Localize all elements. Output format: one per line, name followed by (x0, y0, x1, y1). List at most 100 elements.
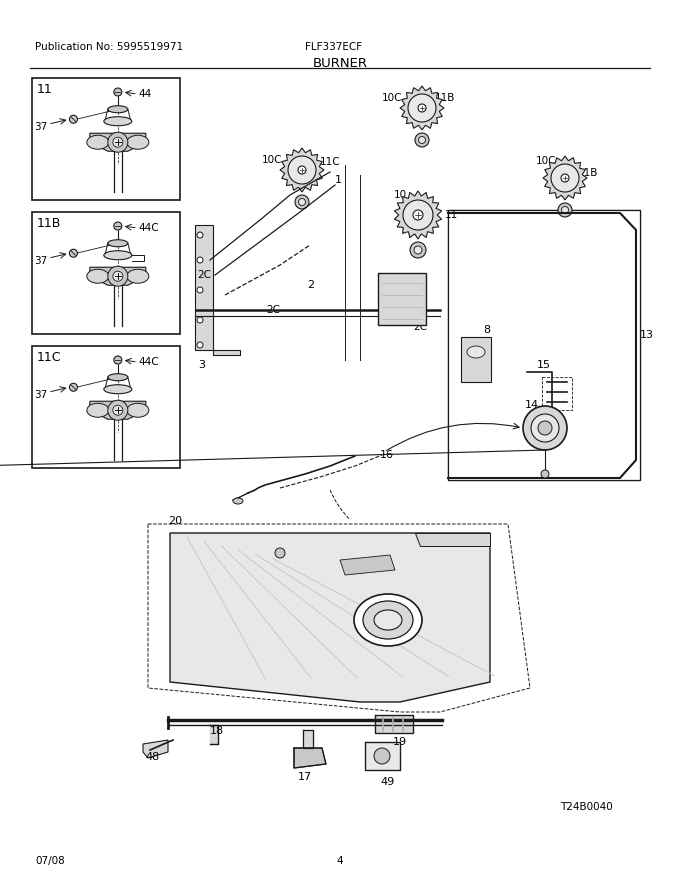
Polygon shape (400, 86, 444, 130)
Circle shape (69, 249, 78, 257)
Polygon shape (143, 740, 168, 758)
Text: 10: 10 (394, 190, 407, 200)
Circle shape (108, 267, 128, 286)
Ellipse shape (467, 346, 485, 358)
Bar (378, 273, 426, 325)
Circle shape (374, 748, 390, 764)
Circle shape (69, 383, 78, 392)
Ellipse shape (104, 117, 132, 126)
Text: 44C: 44C (139, 357, 160, 367)
Bar (32, 212, 180, 334)
Circle shape (197, 257, 203, 263)
Circle shape (410, 242, 426, 258)
Polygon shape (365, 742, 400, 770)
Circle shape (558, 203, 572, 217)
Polygon shape (170, 533, 490, 702)
Ellipse shape (108, 374, 128, 381)
Circle shape (561, 174, 569, 182)
Circle shape (413, 210, 423, 220)
Ellipse shape (374, 610, 402, 630)
Text: 19: 19 (393, 737, 407, 747)
Bar (32, 346, 180, 468)
Circle shape (551, 164, 579, 192)
Circle shape (541, 470, 549, 478)
Polygon shape (394, 191, 441, 239)
Circle shape (523, 406, 567, 450)
Text: 18: 18 (210, 726, 224, 736)
Circle shape (197, 232, 203, 238)
Circle shape (275, 548, 285, 558)
Circle shape (531, 414, 559, 442)
Circle shape (113, 137, 123, 147)
Polygon shape (280, 148, 324, 192)
Text: 21: 21 (378, 602, 392, 612)
Text: 37: 37 (34, 256, 47, 267)
Ellipse shape (127, 403, 149, 417)
Text: 49: 49 (380, 777, 394, 787)
Polygon shape (340, 555, 395, 575)
Circle shape (114, 222, 122, 230)
Text: 37: 37 (34, 122, 47, 132)
Circle shape (403, 200, 433, 230)
Circle shape (108, 400, 128, 421)
Text: BURNER: BURNER (313, 57, 367, 70)
Ellipse shape (108, 106, 128, 113)
Ellipse shape (233, 498, 243, 504)
Bar (461, 337, 491, 382)
Circle shape (197, 287, 203, 293)
Polygon shape (375, 715, 413, 733)
Circle shape (113, 271, 123, 282)
Circle shape (418, 136, 426, 143)
Text: 11: 11 (445, 210, 458, 220)
Text: 11C: 11C (320, 157, 341, 167)
Ellipse shape (108, 239, 128, 246)
Circle shape (197, 317, 203, 323)
Bar (32, 78, 180, 200)
Circle shape (538, 421, 552, 435)
Text: 07/08: 07/08 (35, 856, 65, 866)
Circle shape (418, 104, 426, 112)
Polygon shape (90, 268, 146, 285)
Text: T24B0040: T24B0040 (560, 802, 613, 812)
Circle shape (288, 156, 316, 184)
Circle shape (108, 132, 128, 152)
Text: FLF337ECF: FLF337ECF (305, 42, 362, 52)
Circle shape (69, 115, 78, 123)
Polygon shape (90, 133, 146, 151)
Circle shape (197, 342, 203, 348)
Polygon shape (543, 156, 587, 200)
Text: 37: 37 (34, 390, 47, 400)
Text: 11C: 11C (37, 351, 61, 364)
Polygon shape (294, 748, 326, 768)
Polygon shape (448, 210, 640, 480)
Text: 2C: 2C (197, 270, 211, 280)
Text: 20: 20 (168, 516, 182, 526)
Circle shape (295, 195, 309, 209)
Text: 2C: 2C (266, 305, 280, 315)
Ellipse shape (104, 251, 132, 260)
Circle shape (562, 207, 568, 214)
Text: 2: 2 (307, 280, 314, 290)
Circle shape (298, 166, 306, 174)
Text: 10C: 10C (382, 93, 403, 103)
Circle shape (408, 94, 436, 122)
Ellipse shape (87, 269, 109, 283)
Text: 48: 48 (145, 752, 159, 762)
Circle shape (114, 356, 122, 364)
Polygon shape (90, 401, 146, 419)
Text: 11B: 11B (578, 168, 598, 178)
Ellipse shape (87, 136, 109, 150)
Text: Publication No: 5995519971: Publication No: 5995519971 (35, 42, 183, 52)
Ellipse shape (104, 385, 132, 393)
Text: 16: 16 (380, 450, 394, 460)
Polygon shape (448, 210, 640, 480)
Ellipse shape (363, 601, 413, 639)
Text: 10C: 10C (536, 156, 556, 166)
Text: 8: 8 (483, 325, 490, 335)
Polygon shape (210, 725, 218, 744)
Text: 2C: 2C (413, 322, 427, 332)
Ellipse shape (87, 403, 109, 417)
Circle shape (114, 88, 122, 96)
Text: 11: 11 (37, 83, 53, 96)
Text: 11B: 11B (435, 93, 456, 103)
